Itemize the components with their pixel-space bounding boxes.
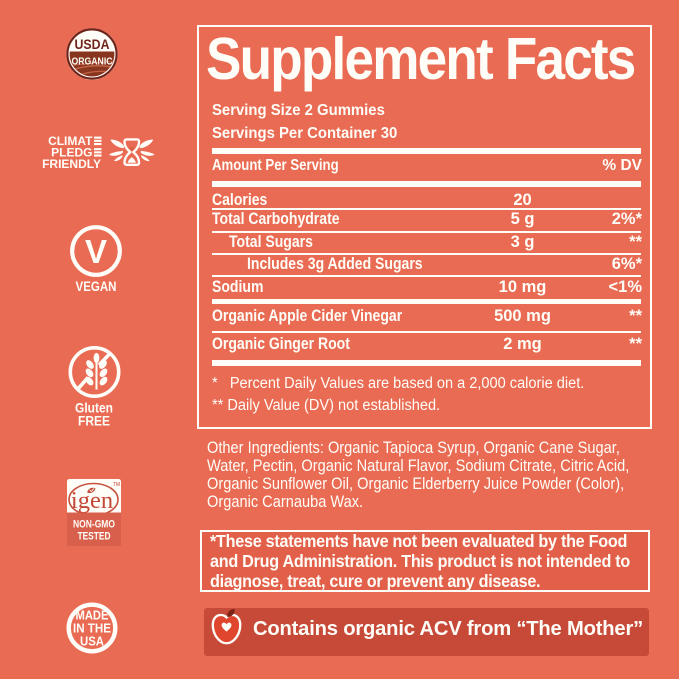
svg-text:TESTED: TESTED xyxy=(78,531,111,543)
svg-text:FRIENDLY: FRIENDLY xyxy=(42,157,101,171)
svg-text:MADE: MADE xyxy=(76,609,109,623)
svg-text:PLEDG: PLEDG xyxy=(51,146,92,160)
svg-text:VEGAN: VEGAN xyxy=(76,278,117,294)
svg-text:IN THE: IN THE xyxy=(73,622,111,636)
svg-text:USA: USA xyxy=(80,635,104,649)
svg-text:USDA: USDA xyxy=(75,37,110,52)
svg-text:FREE: FREE xyxy=(78,414,110,429)
svg-text:Gluten: Gluten xyxy=(75,401,113,416)
svg-text:TM: TM xyxy=(113,482,120,488)
svg-text:CLIMAT: CLIMAT xyxy=(48,134,93,148)
svg-text:NON-GMO: NON-GMO xyxy=(73,519,115,531)
svg-text:V: V xyxy=(85,233,107,270)
svg-text:ORGANIC: ORGANIC xyxy=(72,56,114,67)
